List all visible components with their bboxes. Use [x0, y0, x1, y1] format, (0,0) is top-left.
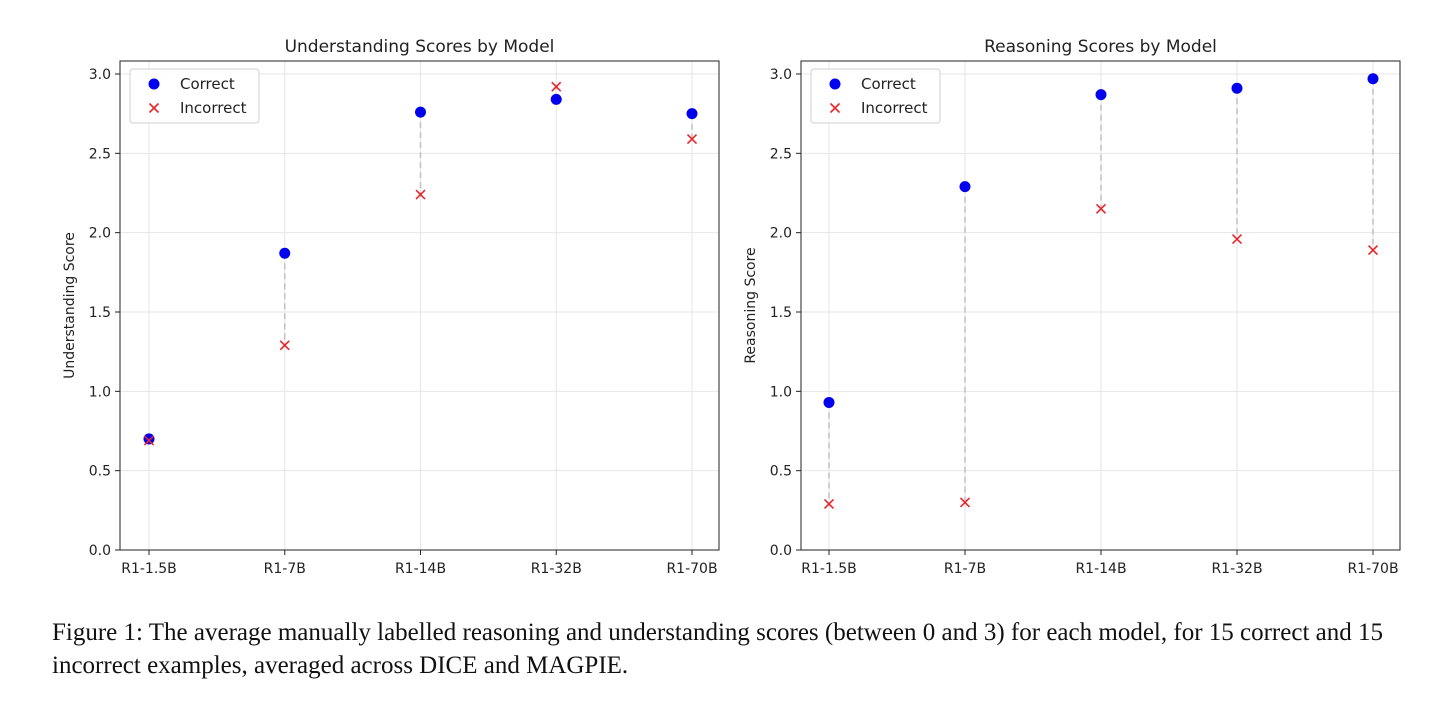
reasoning-ytick-label: 3.0 — [770, 67, 792, 83]
understanding-incorrect-point — [143, 435, 155, 446]
reasoning-xtick-label: R1-14B — [1075, 561, 1126, 577]
reasoning-ytick-label: 1.5 — [770, 305, 792, 321]
reasoning-incorrect-stroke — [959, 497, 971, 508]
reasoning-xtick-label: R1-1.5B — [801, 561, 857, 577]
understanding-ytick-label: 3.0 — [89, 67, 111, 83]
understanding-correct-point — [279, 247, 291, 259]
understanding-plot-frame — [119, 60, 720, 551]
reasoning-ytick-label: 0.5 — [770, 464, 792, 480]
understanding-ytick-label: 2.5 — [89, 146, 111, 162]
reasoning-legend-box — [810, 68, 941, 124]
understanding-legend: Correct Incorrect — [129, 68, 260, 124]
understanding-xtick-label: R1-7B — [264, 561, 306, 577]
understanding-legend-box — [129, 68, 260, 124]
reasoning-ytick-label: 2.0 — [770, 226, 792, 242]
understanding-correct-point — [143, 433, 155, 445]
reasoning-legend-incorrect-marker — [829, 102, 841, 114]
understanding-incorrect-stroke — [415, 189, 426, 200]
reasoning-xtick-label: R1-7B — [944, 561, 986, 577]
reasoning-legend: Correct Incorrect — [810, 68, 941, 124]
understanding-xtick-label: R1-32B — [531, 561, 582, 577]
reasoning-incorrect-stroke — [1231, 233, 1243, 245]
reasoning-chart-title: Reasoning Scores by Model — [984, 37, 1217, 57]
figure-caption: Figure 1: The average manually labelled … — [52, 619, 1383, 679]
reasoning-incorrect-point — [1231, 233, 1243, 245]
understanding-ylabel: Understanding Score — [62, 232, 78, 379]
reasoning-incorrect-point — [959, 497, 971, 508]
understanding-correct-point — [686, 108, 698, 120]
understanding-legend-incorrect-marker — [148, 102, 160, 114]
understanding-incorrect-point — [686, 133, 698, 145]
reasoning-incorrect-point — [823, 498, 835, 510]
understanding-ytick-label: 0.5 — [89, 464, 111, 480]
reasoning-ytick-label: 0.0 — [770, 543, 792, 559]
understanding-ytick-label: 1.5 — [89, 305, 111, 321]
reasoning-legend-correct-label: Correct — [861, 75, 916, 93]
understanding-ytick-label: 1.0 — [89, 384, 111, 400]
understanding-incorrect-stroke — [279, 340, 290, 351]
understanding-chart-title: Understanding Scores by Model — [285, 37, 555, 57]
reasoning-incorrect-point — [1095, 203, 1107, 214]
understanding-legend-correct-marker — [148, 78, 160, 90]
reasoning-correct-point — [959, 181, 971, 193]
reasoning-incorrect-stroke — [823, 498, 835, 510]
understanding-xtick-label: R1-70B — [666, 561, 717, 577]
reasoning-xtick-label: R1-70B — [1347, 561, 1398, 577]
figure: 0.0 0.5 1.0 1.5 2.0 2.5 3.0 R1-1.5B R1-7B R1-14B R… — [62, 37, 1401, 577]
understanding-ytick-label: 0.0 — [89, 543, 111, 559]
reasoning-ytick-label: 1.0 — [770, 384, 792, 400]
reasoning-correct-point — [1231, 82, 1243, 94]
understanding-incorrect-stroke — [143, 435, 155, 446]
reasoning-correct-point — [823, 396, 835, 408]
reasoning-legend-correct-marker — [829, 78, 841, 90]
reasoning-xtick-label: R1-32B — [1211, 561, 1262, 577]
understanding-incorrect-point — [415, 189, 426, 200]
reasoning-legend-incorrect-label: Incorrect — [861, 99, 928, 117]
understanding-legend-correct-label: Correct — [180, 75, 235, 93]
understanding-legend-incorrect-label: Incorrect — [180, 99, 247, 117]
understanding-incorrect-stroke — [551, 81, 562, 92]
reasoning-correct-point — [1367, 73, 1379, 85]
understanding-incorrect-point — [551, 81, 562, 92]
reasoning-ylabel: Reasoning Score — [743, 247, 759, 363]
understanding-xtick-label: R1-1.5B — [121, 561, 177, 577]
understanding-incorrect-point — [279, 340, 290, 351]
reasoning-incorrect-stroke — [1367, 245, 1379, 256]
reasoning-chart: 0.0 0.5 1.0 1.5 2.0 2.5 3.0 R1-1.5B R1-7B R1-14B R… — [743, 37, 1401, 577]
understanding-ytick-label: 2.0 — [89, 226, 111, 242]
understanding-chart: 0.0 0.5 1.0 1.5 2.0 2.5 3.0 R1-1.5B R1-7B R1-14B R… — [62, 37, 720, 577]
understanding-correct-point — [550, 93, 562, 105]
understanding-xtick-label: R1-14B — [395, 561, 446, 577]
reasoning-correct-point — [1095, 89, 1107, 101]
reasoning-incorrect-stroke — [1095, 203, 1107, 214]
understanding-incorrect-stroke — [686, 133, 698, 145]
understanding-correct-point — [415, 106, 426, 118]
reasoning-ytick-label: 2.5 — [770, 146, 792, 162]
reasoning-incorrect-point — [1367, 245, 1379, 256]
